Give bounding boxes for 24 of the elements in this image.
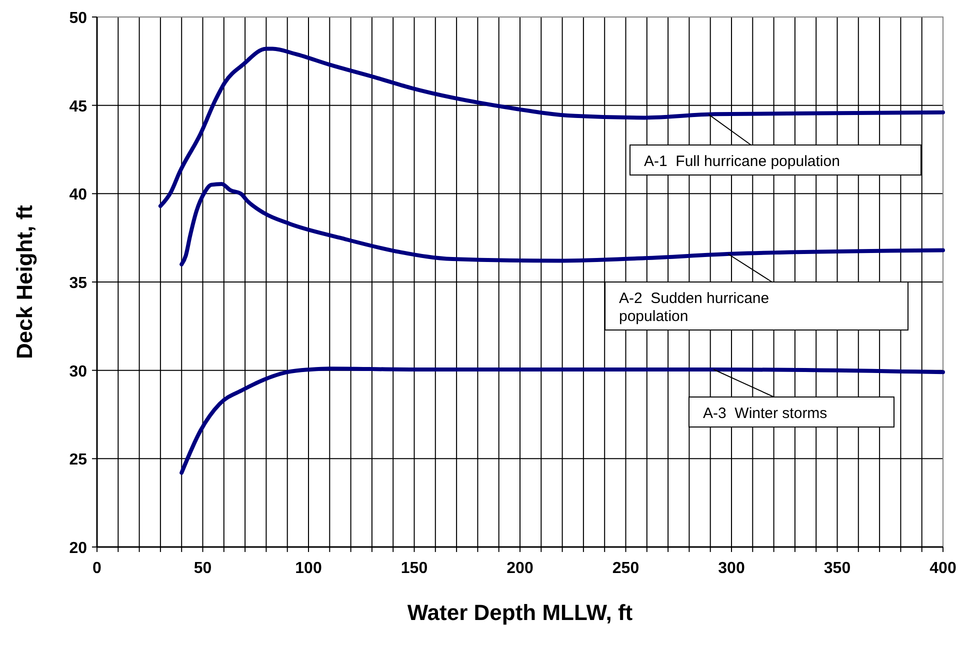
- y-tick-label: 25: [69, 452, 88, 469]
- x-tick-label: 250: [612, 560, 640, 577]
- x-tick-label: 150: [400, 560, 428, 577]
- y-tick-label: 30: [69, 363, 88, 380]
- y-tick-label: 40: [69, 186, 88, 204]
- x-tick-label: 200: [506, 560, 534, 577]
- text: A-2 Sudden hurricane population: [619, 290, 770, 325]
- x-tick-label: 300: [718, 560, 745, 577]
- x-tick-label: 100: [295, 560, 322, 577]
- line-series: [158, 46, 945, 208]
- y-tick-label: 35: [69, 275, 88, 292]
- x-tick-label: 0: [92, 560, 102, 577]
- x-tick-label: 50: [194, 560, 212, 577]
- line-series: [180, 366, 945, 475]
- text: A-3 Winter storms: [703, 405, 828, 422]
- line-series: [180, 182, 945, 266]
- y-tick-label: 20: [69, 540, 88, 557]
- y-tick-label: 45: [69, 98, 88, 116]
- y-tick-label: 50: [69, 10, 88, 27]
- text: A-1 Full hurricane population: [644, 153, 840, 170]
- x-tick-label: 400: [930, 560, 956, 577]
- y-axis-title: Deck Height, ft: [12, 204, 37, 360]
- x-tick-label: 350: [824, 560, 851, 577]
- x-axis-title: Water Depth MLLW, ft: [407, 600, 634, 625]
